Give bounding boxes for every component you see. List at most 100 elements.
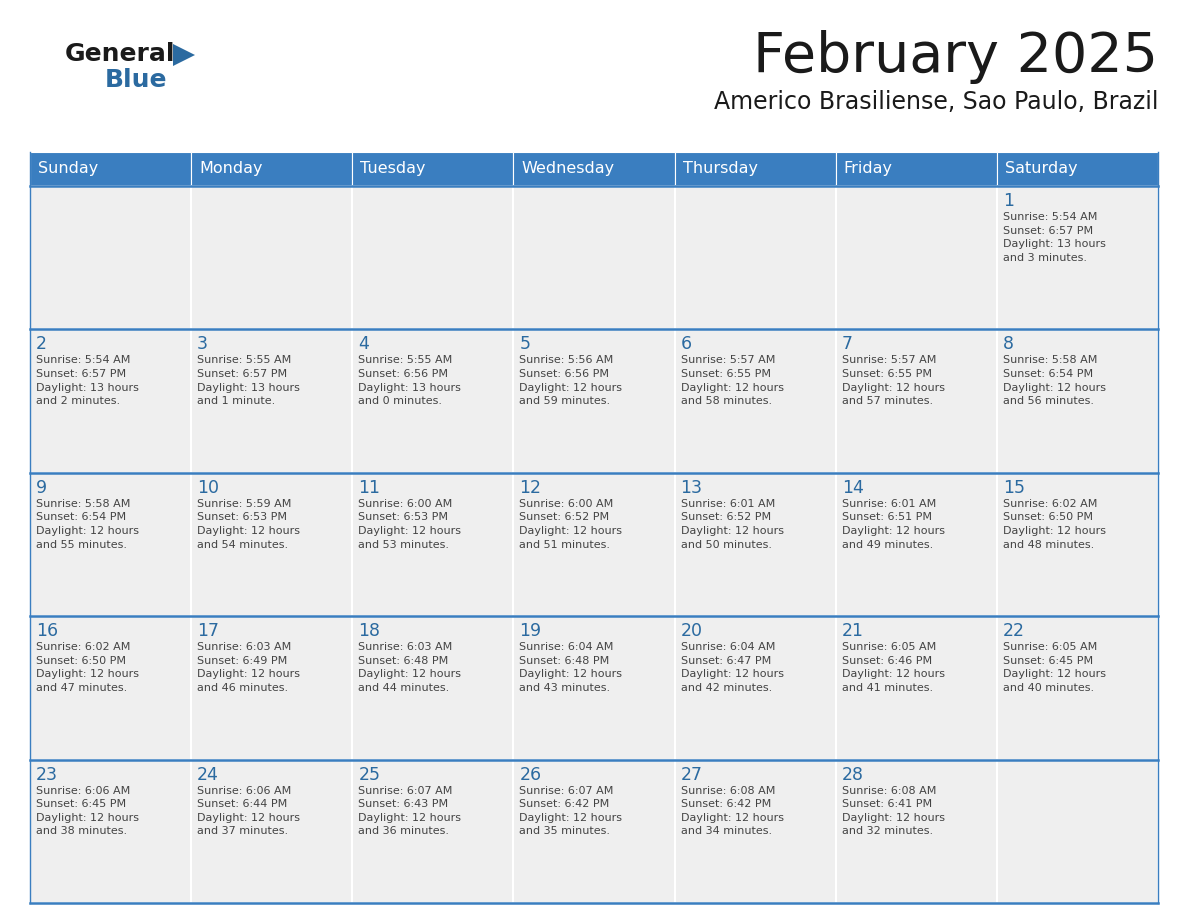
Text: February 2025: February 2025	[753, 30, 1158, 84]
Text: Sunrise: 6:04 AM
Sunset: 6:48 PM
Daylight: 12 hours
and 43 minutes.: Sunrise: 6:04 AM Sunset: 6:48 PM Dayligh…	[519, 643, 623, 693]
Text: 3: 3	[197, 335, 208, 353]
Text: 7: 7	[842, 335, 853, 353]
Text: 1: 1	[1003, 192, 1013, 210]
Bar	[513, 473, 675, 616]
Bar	[997, 152, 1158, 186]
Text: Blue: Blue	[105, 68, 168, 92]
Text: 25: 25	[359, 766, 380, 784]
Text: Sunrise: 6:00 AM
Sunset: 6:52 PM
Daylight: 12 hours
and 51 minutes.: Sunrise: 6:00 AM Sunset: 6:52 PM Dayligh…	[519, 498, 623, 550]
Bar	[191, 473, 353, 616]
Text: Sunrise: 5:54 AM
Sunset: 6:57 PM
Daylight: 13 hours
and 2 minutes.: Sunrise: 5:54 AM Sunset: 6:57 PM Dayligh…	[36, 355, 139, 406]
Text: Thursday: Thursday	[683, 162, 758, 176]
Polygon shape	[173, 44, 195, 66]
Text: Sunrise: 6:06 AM
Sunset: 6:44 PM
Daylight: 12 hours
and 37 minutes.: Sunrise: 6:06 AM Sunset: 6:44 PM Dayligh…	[197, 786, 301, 836]
Text: 19: 19	[519, 622, 542, 640]
Text: 5: 5	[519, 335, 530, 353]
Text: 12: 12	[519, 479, 542, 497]
Bar	[675, 616, 835, 759]
Bar	[191, 759, 353, 903]
Text: Sunrise: 6:02 AM
Sunset: 6:50 PM
Daylight: 12 hours
and 48 minutes.: Sunrise: 6:02 AM Sunset: 6:50 PM Dayligh…	[1003, 498, 1106, 550]
Bar	[353, 152, 513, 186]
Text: 10: 10	[197, 479, 219, 497]
Bar	[513, 759, 675, 903]
Bar	[513, 152, 675, 186]
Bar	[30, 152, 191, 186]
Text: Sunrise: 6:07 AM
Sunset: 6:42 PM
Daylight: 12 hours
and 35 minutes.: Sunrise: 6:07 AM Sunset: 6:42 PM Dayligh…	[519, 786, 623, 836]
Text: 18: 18	[359, 622, 380, 640]
Text: Sunrise: 6:06 AM
Sunset: 6:45 PM
Daylight: 12 hours
and 38 minutes.: Sunrise: 6:06 AM Sunset: 6:45 PM Dayligh…	[36, 786, 139, 836]
Bar	[835, 759, 997, 903]
Text: Americo Brasiliense, Sao Paulo, Brazil: Americo Brasiliense, Sao Paulo, Brazil	[714, 90, 1158, 114]
Text: 27: 27	[681, 766, 702, 784]
Bar	[675, 152, 835, 186]
Text: Sunrise: 6:04 AM
Sunset: 6:47 PM
Daylight: 12 hours
and 42 minutes.: Sunrise: 6:04 AM Sunset: 6:47 PM Dayligh…	[681, 643, 784, 693]
Text: Tuesday: Tuesday	[360, 162, 425, 176]
Bar	[997, 616, 1158, 759]
Bar	[675, 186, 835, 330]
Bar	[353, 330, 513, 473]
Text: Sunrise: 6:03 AM
Sunset: 6:48 PM
Daylight: 12 hours
and 44 minutes.: Sunrise: 6:03 AM Sunset: 6:48 PM Dayligh…	[359, 643, 461, 693]
Bar	[353, 616, 513, 759]
Bar	[997, 473, 1158, 616]
Text: 22: 22	[1003, 622, 1025, 640]
Bar	[30, 473, 191, 616]
Text: Sunrise: 5:57 AM
Sunset: 6:55 PM
Daylight: 12 hours
and 58 minutes.: Sunrise: 5:57 AM Sunset: 6:55 PM Dayligh…	[681, 355, 784, 406]
Text: 23: 23	[36, 766, 58, 784]
Text: Saturday: Saturday	[1005, 162, 1078, 176]
Text: Wednesday: Wednesday	[522, 162, 614, 176]
Text: 15: 15	[1003, 479, 1025, 497]
Bar	[353, 473, 513, 616]
Text: Sunrise: 5:55 AM
Sunset: 6:56 PM
Daylight: 13 hours
and 0 minutes.: Sunrise: 5:55 AM Sunset: 6:56 PM Dayligh…	[359, 355, 461, 406]
Text: 21: 21	[842, 622, 864, 640]
Bar	[835, 186, 997, 330]
Bar	[30, 616, 191, 759]
Text: Sunrise: 5:59 AM
Sunset: 6:53 PM
Daylight: 12 hours
and 54 minutes.: Sunrise: 5:59 AM Sunset: 6:53 PM Dayligh…	[197, 498, 301, 550]
Bar	[191, 616, 353, 759]
Text: 24: 24	[197, 766, 219, 784]
Bar	[513, 186, 675, 330]
Text: General: General	[65, 42, 176, 66]
Bar	[191, 152, 353, 186]
Text: 6: 6	[681, 335, 691, 353]
Text: Sunrise: 5:54 AM
Sunset: 6:57 PM
Daylight: 13 hours
and 3 minutes.: Sunrise: 5:54 AM Sunset: 6:57 PM Dayligh…	[1003, 212, 1106, 263]
Text: Sunrise: 6:08 AM
Sunset: 6:41 PM
Daylight: 12 hours
and 32 minutes.: Sunrise: 6:08 AM Sunset: 6:41 PM Dayligh…	[842, 786, 944, 836]
Bar	[513, 330, 675, 473]
Text: Sunday: Sunday	[38, 162, 99, 176]
Text: 20: 20	[681, 622, 702, 640]
Bar	[191, 330, 353, 473]
Text: Sunrise: 6:03 AM
Sunset: 6:49 PM
Daylight: 12 hours
and 46 minutes.: Sunrise: 6:03 AM Sunset: 6:49 PM Dayligh…	[197, 643, 301, 693]
Bar	[835, 616, 997, 759]
Bar	[997, 330, 1158, 473]
Text: 9: 9	[36, 479, 48, 497]
Text: Sunrise: 6:00 AM
Sunset: 6:53 PM
Daylight: 12 hours
and 53 minutes.: Sunrise: 6:00 AM Sunset: 6:53 PM Dayligh…	[359, 498, 461, 550]
Text: Sunrise: 6:05 AM
Sunset: 6:46 PM
Daylight: 12 hours
and 41 minutes.: Sunrise: 6:05 AM Sunset: 6:46 PM Dayligh…	[842, 643, 944, 693]
Text: 4: 4	[359, 335, 369, 353]
Text: 17: 17	[197, 622, 219, 640]
Text: 28: 28	[842, 766, 864, 784]
Bar	[353, 186, 513, 330]
Text: 13: 13	[681, 479, 702, 497]
Text: Sunrise: 5:56 AM
Sunset: 6:56 PM
Daylight: 12 hours
and 59 minutes.: Sunrise: 5:56 AM Sunset: 6:56 PM Dayligh…	[519, 355, 623, 406]
Text: 14: 14	[842, 479, 864, 497]
Bar	[997, 186, 1158, 330]
Text: 16: 16	[36, 622, 58, 640]
Text: 11: 11	[359, 479, 380, 497]
Text: 8: 8	[1003, 335, 1013, 353]
Text: Sunrise: 6:01 AM
Sunset: 6:52 PM
Daylight: 12 hours
and 50 minutes.: Sunrise: 6:01 AM Sunset: 6:52 PM Dayligh…	[681, 498, 784, 550]
Bar	[513, 616, 675, 759]
Text: 2: 2	[36, 335, 48, 353]
Bar	[191, 186, 353, 330]
Bar	[30, 186, 191, 330]
Bar	[835, 330, 997, 473]
Bar	[30, 330, 191, 473]
Bar	[835, 473, 997, 616]
Text: Friday: Friday	[843, 162, 892, 176]
Bar	[997, 759, 1158, 903]
Text: Monday: Monday	[200, 162, 263, 176]
Text: Sunrise: 5:57 AM
Sunset: 6:55 PM
Daylight: 12 hours
and 57 minutes.: Sunrise: 5:57 AM Sunset: 6:55 PM Dayligh…	[842, 355, 944, 406]
Bar	[675, 759, 835, 903]
Text: Sunrise: 5:58 AM
Sunset: 6:54 PM
Daylight: 12 hours
and 55 minutes.: Sunrise: 5:58 AM Sunset: 6:54 PM Dayligh…	[36, 498, 139, 550]
Text: Sunrise: 6:07 AM
Sunset: 6:43 PM
Daylight: 12 hours
and 36 minutes.: Sunrise: 6:07 AM Sunset: 6:43 PM Dayligh…	[359, 786, 461, 836]
Bar	[675, 473, 835, 616]
Bar	[675, 330, 835, 473]
